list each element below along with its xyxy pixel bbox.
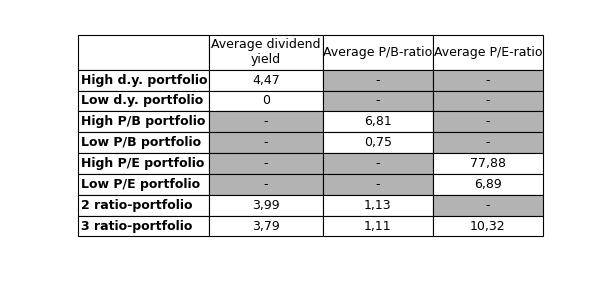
Text: High P/B portfolio: High P/B portfolio [81, 115, 206, 128]
Text: -: - [485, 136, 490, 149]
Bar [78, 215, 209, 236]
Text: 6,81: 6,81 [364, 115, 392, 128]
Bar [209, 35, 323, 70]
Text: High d.y. portfolio: High d.y. portfolio [81, 74, 208, 87]
Bar [433, 35, 543, 70]
Text: -: - [264, 157, 268, 170]
Bar [323, 70, 433, 91]
Bar [433, 91, 543, 111]
Text: 1,11: 1,11 [364, 219, 392, 232]
Bar [78, 195, 209, 215]
Bar [433, 132, 543, 153]
Bar [209, 132, 323, 153]
Text: 1,13: 1,13 [364, 199, 392, 212]
Bar [78, 70, 209, 91]
Bar [323, 132, 433, 153]
Text: Low P/B portfolio: Low P/B portfolio [81, 136, 201, 149]
Bar [323, 174, 433, 195]
Bar [323, 195, 433, 215]
Text: -: - [485, 199, 490, 212]
Text: -: - [376, 178, 380, 191]
Text: -: - [485, 94, 490, 107]
Bar [209, 215, 323, 236]
Bar [78, 35, 209, 70]
Bar [78, 132, 209, 153]
Text: Average P/E-ratio: Average P/E-ratio [434, 46, 542, 59]
Bar [209, 91, 323, 111]
Bar [323, 111, 433, 132]
Bar [433, 153, 543, 174]
Bar [323, 91, 433, 111]
Bar [209, 153, 323, 174]
Bar [433, 195, 543, 215]
Text: 6,89: 6,89 [474, 178, 502, 191]
Bar [209, 70, 323, 91]
Text: 10,32: 10,32 [470, 219, 505, 232]
Text: 0: 0 [262, 94, 270, 107]
Text: Low P/E portfolio: Low P/E portfolio [81, 178, 201, 191]
Bar [78, 174, 209, 195]
Bar [433, 111, 543, 132]
Text: -: - [376, 157, 380, 170]
Bar [209, 195, 323, 215]
Text: -: - [485, 115, 490, 128]
Text: 3,79: 3,79 [252, 219, 280, 232]
Bar [209, 111, 323, 132]
Bar [78, 91, 209, 111]
Bar [433, 215, 543, 236]
Bar [323, 215, 433, 236]
Text: Average dividend
yield: Average dividend yield [211, 38, 321, 66]
Bar [78, 153, 209, 174]
Text: Average P/B-ratio: Average P/B-ratio [323, 46, 432, 59]
Text: -: - [264, 115, 268, 128]
Text: -: - [264, 178, 268, 191]
Text: 3,99: 3,99 [252, 199, 280, 212]
Text: 2 ratio-portfolio: 2 ratio-portfolio [81, 199, 193, 212]
Bar [78, 111, 209, 132]
Text: Low d.y. portfolio: Low d.y. portfolio [81, 94, 204, 107]
Text: -: - [376, 74, 380, 87]
Text: -: - [485, 74, 490, 87]
Bar [433, 70, 543, 91]
Text: -: - [264, 136, 268, 149]
Text: 0,75: 0,75 [364, 136, 392, 149]
Text: 4,47: 4,47 [252, 74, 280, 87]
Bar [323, 35, 433, 70]
Text: -: - [376, 94, 380, 107]
Bar [209, 174, 323, 195]
Bar [433, 174, 543, 195]
Text: High P/E portfolio: High P/E portfolio [81, 157, 205, 170]
Bar [323, 153, 433, 174]
Text: 77,88: 77,88 [470, 157, 506, 170]
Text: 3 ratio-portfolio: 3 ratio-portfolio [81, 219, 193, 232]
